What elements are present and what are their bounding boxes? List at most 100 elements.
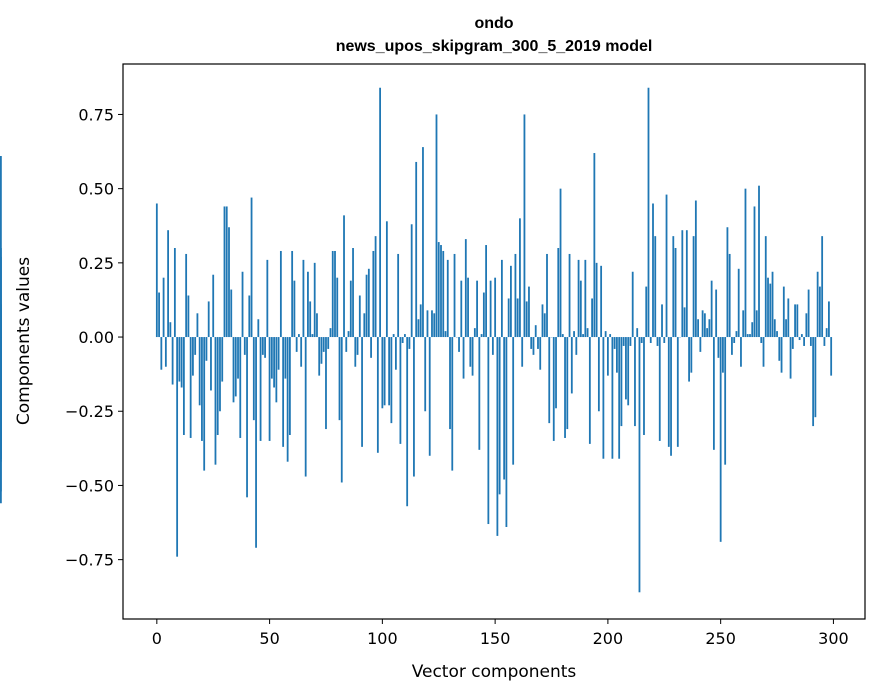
bar-component-253: [726, 227, 729, 338]
bar-component-67: [307, 271, 309, 338]
bar-component-127: [442, 250, 445, 338]
chart-title: ondo: [474, 15, 513, 32]
bar-component-284: [796, 304, 799, 338]
bar-component-23: [207, 301, 210, 338]
bar-component-267: [758, 185, 760, 338]
bar-component-254: [728, 253, 731, 338]
bar-component-153: [500, 259, 503, 338]
bar-component-132: [453, 253, 456, 338]
bar-component-245: [708, 319, 711, 338]
bar-component-173: [546, 253, 548, 338]
bar-component-32: [228, 227, 230, 338]
bar-component-36: [237, 337, 239, 379]
bar-component-228: [670, 337, 672, 456]
bar-component-296: [823, 337, 826, 346]
chart-subtitle: news_upos_skipgram_300_5_2019 model: [336, 38, 653, 55]
bar-component-137: [464, 239, 467, 338]
bar-component-220: [652, 203, 654, 338]
bar-component-8: [173, 248, 176, 338]
bar-component-169: [537, 337, 539, 349]
bar-component-195: [595, 262, 598, 338]
bar-component-225: [663, 337, 666, 343]
bar-component-90: [358, 295, 361, 338]
bar-component-34: [232, 337, 235, 403]
bar-component-179: [559, 188, 562, 338]
bar-component-207: [622, 337, 625, 346]
bar-component-57: [284, 337, 287, 379]
bar-component-123: [433, 313, 436, 338]
bar-component-293: [816, 271, 819, 338]
bar-component-299: [830, 337, 833, 376]
bar-component-237: [690, 337, 693, 373]
bar-component-82: [340, 337, 343, 483]
bar-component-116: [417, 319, 420, 338]
bar-component-222: [656, 337, 659, 346]
bar-component-142: [476, 280, 478, 338]
bar-component-110: [404, 334, 406, 338]
bar-component-236: [688, 337, 690, 382]
bar-component-206: [620, 337, 623, 427]
bar-component-288: [805, 313, 808, 338]
bar-component-214: [638, 337, 641, 593]
bar-component-146: [485, 245, 487, 338]
bar-component-96: [372, 250, 375, 338]
bar-component-33: [230, 289, 233, 338]
bar-component-165: [528, 286, 530, 338]
bar-component-49: [266, 259, 269, 338]
bar-component-247: [712, 337, 715, 450]
bar-component-271: [767, 277, 769, 338]
bar-component-191: [586, 328, 589, 338]
bar-component-47: [261, 337, 264, 355]
bar-component-89: [356, 337, 359, 355]
bar-component-60: [291, 250, 294, 338]
bar-component-114: [413, 337, 415, 477]
bar-component-101: [383, 337, 386, 406]
bar-component-1: [158, 292, 160, 338]
bar-component-200: [606, 337, 609, 376]
bar-component-249: [717, 337, 720, 358]
y-tick-label: −0.75: [65, 551, 114, 570]
bar-component-167: [532, 337, 535, 355]
bar-component-99: [379, 87, 381, 338]
bar-component-111: [406, 337, 409, 507]
bar-component-139: [469, 337, 472, 367]
bar-component-211: [631, 271, 634, 338]
bar-component-260: [742, 310, 745, 338]
bar-component-87: [352, 248, 354, 338]
bar-component-14: [187, 295, 190, 338]
bar-component-109: [401, 337, 404, 343]
bar-component-197: [600, 265, 603, 338]
bar-component-161: [519, 218, 521, 338]
bar-component-176: [552, 337, 555, 441]
x-tick-label: 150: [480, 629, 511, 648]
bar-component-undefined: [0, 156, 2, 338]
bar-component-128: [444, 331, 447, 338]
bar-component-289: [807, 289, 810, 338]
bar-component-94: [367, 268, 370, 338]
y-tick-label: −0.50: [65, 476, 114, 495]
bar-component-undefined: [0, 337, 2, 459]
bar-component-250: [719, 337, 722, 542]
bar-component-166: [530, 337, 533, 349]
bar-component-295: [821, 236, 824, 338]
bar-component-144: [480, 334, 483, 338]
y-tick-label: 0.75: [78, 105, 114, 124]
bar-component-26: [214, 337, 217, 465]
bar-component-185: [573, 331, 575, 338]
bar-component-286: [800, 334, 803, 338]
bar-component-46: [259, 337, 262, 441]
bar-component-28: [219, 337, 221, 412]
bar-component-290: [809, 337, 812, 346]
bar-component-269: [762, 337, 765, 367]
bar-component-292: [814, 337, 817, 418]
bar-component-74: [322, 337, 325, 352]
bar-component-201: [609, 334, 612, 338]
bar-component-65: [302, 259, 305, 338]
bar-component-242: [701, 310, 704, 338]
bar-component-55: [279, 250, 282, 338]
bar-component-41: [248, 295, 251, 338]
bar-component-278: [782, 286, 785, 338]
bar-component-129: [446, 259, 449, 338]
bar-component-78: [331, 250, 334, 338]
bar-component-244: [706, 328, 709, 338]
